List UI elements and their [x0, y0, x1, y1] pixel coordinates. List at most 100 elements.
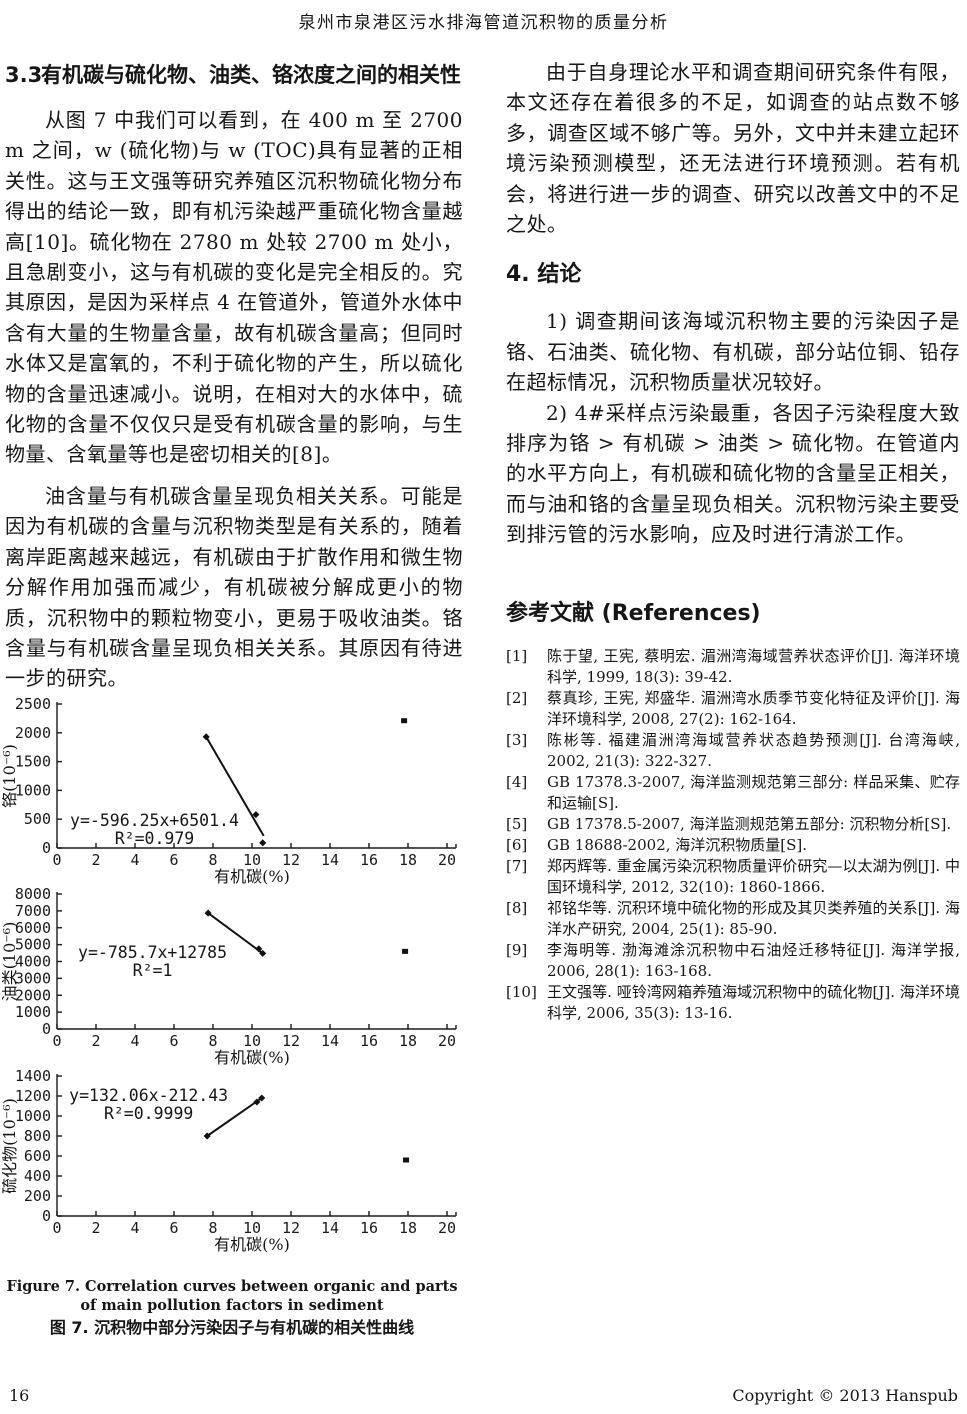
running-head-title: 泉州市泉港区污水排海管道沉积物的质量分析	[298, 13, 669, 33]
reference-number: [9]	[506, 940, 528, 959]
svg-text:10: 10	[243, 1219, 261, 1237]
svg-text:1400: 1400	[15, 1068, 51, 1085]
x-axis-title: 有机碳(%)	[214, 867, 290, 886]
section-title: 有机碳与硫化物、油类、铬浓度之间的相关性	[41, 63, 461, 87]
svg-text:0: 0	[52, 1219, 61, 1237]
copyright-notice: Copyright © 2013 Hanspub	[732, 1386, 958, 1405]
svg-text:14: 14	[321, 1219, 339, 1237]
paragraph: 油含量与有机碳含量呈现负相关关系。可能是因为有机碳的含量与沉积物类型是有关系的，…	[5, 483, 463, 691]
reference-item: [10] 王文强等. 哑铃湾网箱养殖海域沉积物中的硫化物[J]. 海洋环境科学,…	[506, 982, 960, 1024]
section-number: 3.3.	[5, 63, 51, 87]
svg-text:0: 0	[52, 1032, 61, 1050]
svg-text:6: 6	[169, 1219, 178, 1237]
reference-text: GB 17378.5-2007, 海洋监测规范第五部分: 沉积物分析[S].	[547, 814, 952, 833]
reference-number: [7]	[506, 856, 528, 875]
svg-text:20: 20	[438, 1219, 456, 1237]
svg-text:1500: 1500	[15, 753, 51, 771]
svg-text:6000: 6000	[15, 919, 51, 937]
svg-text:200: 200	[24, 1187, 51, 1205]
reference-text: 郑丙辉等. 重金属污染沉积物质量评价研究—以太湖为例[J]. 中国环境科学, 2…	[547, 856, 960, 896]
svg-text:0: 0	[52, 851, 61, 869]
figure-caption: Figure 7. Correlation curves between org…	[0, 1277, 464, 1340]
reference-number: [6]	[506, 835, 528, 854]
svg-text:16: 16	[360, 851, 378, 869]
paragraph: 从图 7 中我们可以看到，在 400 m 至 2700 m 之间，w (硫化物)…	[5, 108, 463, 467]
svg-text:18: 18	[399, 1032, 417, 1050]
svg-text:y=-596.25x+6501.4: y=-596.25x+6501.4	[70, 811, 239, 830]
svg-text:8: 8	[208, 1219, 217, 1237]
svg-text:20: 20	[438, 1032, 456, 1050]
reference-number: [2]	[506, 688, 528, 707]
figure-caption-chinese: 图 7. 沉积物中部分污染因子与有机碳的相关性曲线	[49, 1318, 415, 1337]
svg-text:1000: 1000	[15, 781, 51, 799]
svg-text:18: 18	[399, 851, 417, 869]
svg-text:8: 8	[208, 851, 217, 869]
svg-text:4: 4	[130, 1219, 139, 1237]
chart-oil-vs-toc: 0 1000 2000 3000 4000 5000 6000 7000 8000 0 2 4 6 8 10…	[0, 885, 464, 1067]
paragraph: 由于自身理论水平和调查期间研究条件有限，本文还存在着很多的不足，如调查的站点数不…	[506, 60, 960, 237]
svg-text:6: 6	[169, 851, 178, 869]
svg-text:14: 14	[321, 1032, 339, 1050]
reference-item: [4] GB 17378.3-2007, 海洋监测规范第三部分: 样品采集、贮存…	[506, 772, 960, 814]
svg-text:0: 0	[42, 839, 51, 857]
outlier-point	[402, 948, 409, 954]
svg-text:2000: 2000	[15, 724, 51, 742]
reference-text: 王文强等. 哑铃湾网箱养殖海域沉积物中的硫化物[J]. 海洋环境科学, 2006…	[547, 982, 960, 1022]
reference-text: GB 18688-2002, 海洋沉积物质量[S].	[547, 835, 808, 854]
svg-text:16: 16	[360, 1219, 378, 1237]
svg-text:12: 12	[282, 1032, 300, 1050]
svg-text:12: 12	[282, 1219, 300, 1237]
x-axis-title: 有机碳(%)	[214, 1235, 290, 1253]
references-heading: 参考文献 (References)	[506, 600, 761, 626]
svg-text:4: 4	[130, 851, 139, 869]
conclusion-item: 1) 调查期间该海域沉积物主要的污染因子是铬、石油类、硫化物、有机碳，部分站位铜…	[506, 309, 960, 395]
reference-item: [7] 郑丙辉等. 重金属污染沉积物质量评价研究—以太湖为例[J]. 中国环境科…	[506, 856, 960, 898]
svg-text:2: 2	[91, 1032, 100, 1050]
reference-number: [10]	[506, 982, 537, 1001]
reference-number: [1]	[506, 646, 528, 665]
svg-text:7000: 7000	[15, 902, 51, 920]
reference-item: [2] 蔡真珍, 王宪, 郑盛华. 湄洲湾水质季节变化特征及评价[J]. 海洋环…	[506, 688, 960, 730]
y-axis-title: 硫化物(10⁻⁶)	[2, 1098, 19, 1194]
axes	[56, 892, 457, 1030]
svg-text:400: 400	[24, 1167, 51, 1185]
svg-text:12: 12	[282, 851, 300, 869]
trend-line	[206, 1097, 263, 1137]
svg-text:3000: 3000	[15, 969, 51, 987]
svg-text:800: 800	[24, 1127, 51, 1145]
trend-line	[205, 736, 265, 837]
reference-number: [5]	[506, 814, 528, 833]
equation-label: y=-596.25x+6501.4R²=0.979	[70, 811, 239, 848]
reference-item: [1] 陈于望, 王宪, 蔡明宏. 湄洲湾海域营养状态评价[J]. 海洋环境科学…	[506, 646, 960, 688]
section-3-3-heading: 3.3. 有机碳与硫化物、油类、铬浓度之间的相关性	[5, 57, 463, 94]
reference-number: [3]	[506, 730, 528, 749]
svg-text:4: 4	[130, 1032, 139, 1050]
svg-text:18: 18	[399, 1219, 417, 1237]
svg-text:0: 0	[42, 1020, 51, 1038]
axes	[56, 1074, 457, 1217]
svg-text:R²=0.979: R²=0.979	[115, 829, 194, 848]
section-4-heading: 4. 结论	[506, 262, 582, 288]
svg-text:R²=0.9999: R²=0.9999	[104, 1104, 193, 1123]
reference-item: [9] 李海明等. 渤海滩涂沉积物中石油烃迁移特征[J]. 海洋学报, 2006…	[506, 940, 960, 982]
axes	[56, 702, 457, 849]
reference-text: 陈彬等. 福建湄洲湾海域营养状态趋势预测[J]. 台湾海峡, 2002, 21(…	[547, 730, 960, 770]
page-number: 16	[9, 1386, 30, 1405]
svg-text:2: 2	[91, 1219, 100, 1237]
svg-text:4000: 4000	[15, 953, 51, 971]
figure-caption-english: Figure 7. Correlation curves between org…	[6, 1278, 458, 1314]
right-column: 由于自身理论水平和调查期间研究条件有限，本文还存在着很多的不足，如调查的站点数不…	[506, 57, 960, 1024]
reference-text: 蔡真珍, 王宪, 郑盛华. 湄洲湾水质季节变化特征及评价[J]. 海洋环境科学,…	[547, 688, 960, 728]
outlier-point	[403, 1157, 410, 1163]
svg-text:10: 10	[243, 1032, 261, 1050]
svg-text:2500: 2500	[15, 696, 51, 713]
svg-text:8000: 8000	[15, 886, 51, 903]
svg-text:R²=1: R²=1	[133, 961, 173, 980]
reference-text: 李海明等. 渤海滩涂沉积物中石油烃迁移特征[J]. 海洋学报, 2006, 28…	[547, 940, 960, 980]
svg-text:1000: 1000	[15, 1003, 51, 1021]
svg-text:14: 14	[321, 851, 339, 869]
reference-number: [8]	[506, 898, 528, 917]
